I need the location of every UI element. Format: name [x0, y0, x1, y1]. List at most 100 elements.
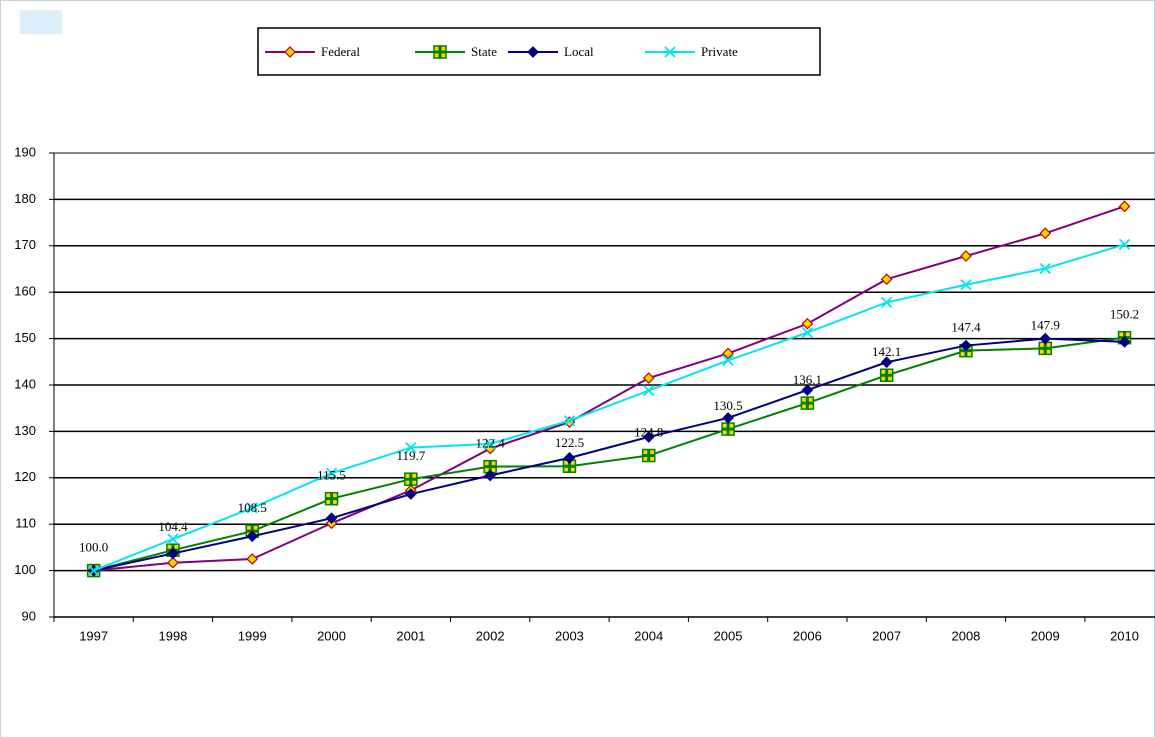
y-tick-label: 180 — [14, 191, 36, 206]
data-point — [484, 438, 496, 450]
x-tick-label: 2009 — [1031, 628, 1060, 643]
data-label: 119.7 — [396, 448, 425, 463]
data-point — [642, 448, 656, 463]
data-label: 122.5 — [555, 435, 584, 450]
data-point — [405, 488, 417, 500]
y-tick-label: 190 — [14, 144, 36, 159]
y-tick-label: 100 — [14, 562, 36, 577]
legend-marker — [664, 46, 676, 58]
x-tick-label: 2007 — [872, 628, 901, 643]
y-tick-label: 130 — [14, 423, 36, 438]
data-point — [880, 356, 893, 369]
legend-marker — [284, 46, 296, 58]
data-point — [88, 564, 100, 577]
data-point — [404, 472, 418, 486]
y-tick-label: 110 — [15, 516, 36, 531]
marker-cross — [722, 423, 735, 436]
x-tick-label: 2001 — [396, 628, 425, 643]
data-point — [167, 533, 179, 545]
marker-cross — [325, 492, 338, 505]
x-tick-label: 2010 — [1110, 628, 1139, 643]
data-point — [800, 396, 815, 410]
legend-label: Local — [564, 44, 594, 59]
x-tick-label: 2006 — [793, 628, 822, 643]
data-point — [880, 273, 893, 286]
data-label: 100.0 — [79, 540, 108, 555]
data-point — [246, 553, 259, 565]
data-point — [484, 469, 496, 482]
data-point — [563, 451, 576, 464]
x-tick-label: 2008 — [951, 628, 980, 643]
data-label: 150.2 — [1110, 307, 1139, 322]
data-point — [960, 250, 972, 262]
data-point — [1039, 227, 1052, 240]
data-label: 147.9 — [1031, 317, 1060, 332]
x-tick-label: 2002 — [476, 628, 505, 643]
series-line — [93, 243, 1125, 572]
legend-marker — [527, 46, 539, 58]
y-tick-label: 170 — [14, 237, 36, 252]
data-point — [879, 368, 894, 383]
data-point — [325, 467, 338, 479]
marker-cross — [434, 46, 446, 58]
data-point — [167, 547, 179, 560]
data-point — [642, 431, 655, 443]
legend-label: Private — [701, 44, 738, 59]
data-point — [246, 502, 258, 514]
data-point — [1039, 262, 1051, 275]
legend-label: Federal — [321, 44, 360, 59]
data-label: 122.4 — [476, 436, 506, 451]
y-tick-label: 120 — [14, 469, 36, 484]
data-label: 136.1 — [793, 372, 822, 387]
data-point — [960, 339, 972, 352]
data-label: 147.4 — [951, 320, 981, 335]
data-point — [881, 296, 893, 309]
marker-cross — [880, 369, 893, 382]
data-point — [167, 556, 179, 569]
x-tick-label: 1997 — [79, 628, 108, 643]
x-tick-label: 2005 — [714, 628, 743, 643]
data-point — [642, 372, 655, 384]
data-point — [246, 530, 259, 543]
x-tick-label: 2003 — [555, 628, 584, 643]
data-point — [801, 384, 814, 396]
data-point — [563, 415, 576, 427]
data-point — [722, 412, 734, 424]
data-point — [324, 491, 339, 506]
data-point — [325, 512, 338, 525]
legend-label: State — [471, 44, 497, 59]
corner-tab — [20, 10, 62, 34]
data-point — [722, 354, 734, 367]
y-tick-label: 150 — [14, 330, 36, 345]
y-tick-label: 160 — [14, 284, 36, 299]
data-point — [562, 459, 577, 473]
data-point — [960, 279, 972, 291]
data-point — [801, 317, 814, 330]
data-point — [1118, 200, 1131, 213]
data-label: 142.1 — [872, 344, 901, 359]
data-point — [643, 384, 655, 397]
x-tick-label: 2000 — [317, 628, 346, 643]
marker-cross — [801, 397, 814, 410]
marker-cross — [642, 449, 655, 462]
data-point — [722, 347, 734, 360]
x-tick-label: 1999 — [238, 628, 267, 643]
data-point — [1039, 332, 1052, 345]
data-label: 130.5 — [713, 398, 742, 413]
data-label: 115.5 — [317, 468, 346, 483]
data-point — [405, 442, 417, 454]
series-line — [93, 337, 1125, 572]
series-line — [93, 336, 1125, 572]
marker-cross — [404, 473, 417, 486]
data-label: 108.5 — [238, 500, 267, 515]
legend-marker — [433, 45, 447, 59]
series-line — [93, 205, 1125, 572]
data-label: 124.8 — [634, 425, 663, 440]
y-tick-label: 90 — [22, 608, 36, 623]
x-tick-label: 2004 — [634, 628, 663, 643]
data-point — [1118, 335, 1131, 348]
x-tick-label: 1998 — [158, 628, 187, 643]
data-point — [721, 422, 735, 436]
